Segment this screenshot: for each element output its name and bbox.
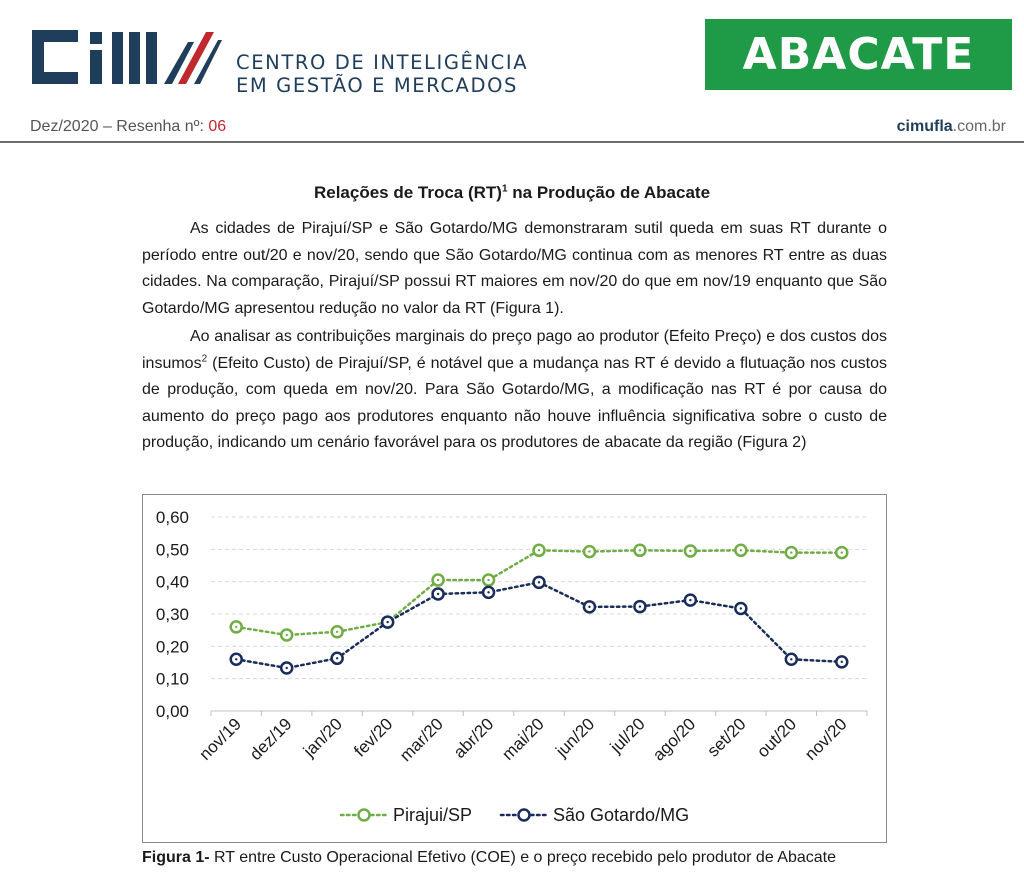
y-tick-label: 0,40 (156, 573, 189, 592)
series-line-sao-gotardo (234, 581, 844, 670)
site-suffix: .com.br (952, 118, 1006, 135)
data-point-center (537, 581, 541, 584)
product-name: ABACATE (742, 29, 975, 80)
legend-label: Pirajui/SP (393, 805, 472, 825)
x-tick-label: jul/20 (606, 714, 649, 757)
x-tick-label: jun/20 (551, 714, 598, 761)
issue-prefix: Dez/2020 – Resenha nº: (30, 118, 209, 135)
figure-caption: Figura 1- RT entre Custo Operacional Efe… (142, 849, 902, 867)
y-tick-label: 0,20 (156, 637, 189, 656)
site-brand: cimufla (896, 118, 953, 135)
data-point-center (487, 591, 490, 594)
title-main: Relações de Troca (RT) (313, 183, 502, 202)
data-point-center (436, 592, 440, 596)
data-point-center (739, 607, 743, 610)
org-name-line-2: EM GESTÃO E MERCADOS (236, 74, 519, 97)
x-tick-label: abr/20 (450, 714, 498, 762)
title-footnote: 1 (501, 183, 508, 195)
data-point-center (235, 625, 238, 629)
legend-swatch-marker (357, 808, 371, 822)
x-tick-label: ago/20 (649, 714, 699, 764)
data-point-center (739, 549, 743, 552)
x-tick-label: out/20 (753, 714, 800, 761)
data-point-center (689, 598, 692, 602)
title-tail: na Produção de Abacate (507, 183, 711, 202)
y-tick-label: 0,00 (156, 702, 189, 721)
x-tick-label: dez/19 (246, 714, 296, 764)
figure-1-chart: 0,00 0,10 0,20 0,30 0,40 0,50 0,60 nov/19 dez/19… (142, 494, 887, 843)
paragraph-1-text: As cidades de Pirajuí/SP e São Gotardo/M… (142, 220, 887, 317)
y-tick-label: 0,10 (156, 670, 189, 689)
site-link[interactable]: cimufla.com.br (897, 118, 1006, 136)
data-point-center (689, 549, 692, 553)
caption-label: Figura 1- (142, 849, 210, 866)
data-point-center (335, 657, 339, 660)
product-banner: ABACATE (705, 19, 1012, 90)
y-tick-label: 0,50 (156, 540, 189, 559)
x-tick-label: fev/20 (350, 714, 396, 760)
paragraph-2-footnote: 2 (201, 353, 208, 365)
data-point-center (235, 658, 238, 661)
data-point-center (588, 550, 591, 553)
series-line-pirajui (234, 549, 844, 637)
data-point-center (335, 630, 339, 633)
data-point-center (638, 605, 642, 608)
y-tick-label: 0,30 (156, 605, 189, 624)
data-point-center (790, 658, 793, 661)
paragraph-2: Ao analisar as contribuições marginais d… (142, 324, 887, 457)
data-point-center (588, 605, 591, 609)
issue-number: 06 (208, 118, 227, 135)
data-point-center (537, 549, 541, 552)
issue-info: Dez/2020 – Resenha nº: 06 (30, 118, 226, 136)
data-point-center (487, 578, 490, 582)
data-point-center (638, 549, 642, 552)
legend-label: São Gotardo/MG (553, 805, 689, 825)
x-tick-label: nov/19 (196, 714, 246, 764)
organization-name: CENTRO DE INTELIGÊNCIA EM GESTÃO E MERCA… (236, 51, 528, 97)
paragraph-2-text-b: (Efeito Custo) de Pirajuí/SP, é notável … (142, 354, 887, 452)
data-point-center (790, 551, 793, 554)
data-point-center (436, 578, 440, 582)
data-point-center (386, 620, 389, 624)
data-point-center (840, 551, 843, 554)
caption-text: RT entre Custo Operacional Efetivo (COE)… (209, 849, 836, 866)
x-tick-label: set/20 (703, 714, 749, 760)
data-point-center (840, 660, 843, 664)
x-tick-label: nov/20 (801, 714, 851, 764)
org-name-line-1: CENTRO DE INTELIGÊNCIA (236, 51, 529, 74)
cim-logo (32, 30, 222, 84)
x-tick-label: jan/20 (299, 714, 346, 761)
paragraph-1: As cidades de Pirajuí/SP e São Gotardo/M… (142, 216, 887, 322)
legend-swatch-marker (517, 808, 531, 822)
x-tick-label: mai/20 (498, 714, 548, 764)
y-tick-label: 0,60 (156, 508, 189, 527)
paragraph-2-text-a: Ao analisar as contribuições marginais d… (142, 328, 887, 372)
data-point-center (285, 633, 288, 637)
data-point-center (285, 666, 288, 670)
issue-bar: Dez/2020 – Resenha nº: 06 cimufla.com.br (0, 113, 1024, 143)
line-chart: 0,00 0,10 0,20 0,30 0,40 0,50 0,60 nov/19 dez/19… (156, 508, 868, 825)
article-title: Relações de Troca (RT)1 na Produção de A… (0, 183, 1024, 203)
x-tick-label: mar/20 (396, 714, 447, 765)
